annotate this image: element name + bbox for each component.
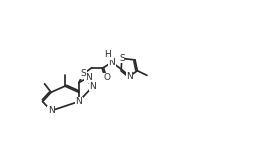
Text: N: N (85, 73, 92, 82)
Text: N: N (126, 72, 133, 81)
Text: S: S (119, 54, 125, 63)
Text: N: N (89, 82, 96, 91)
Text: H: H (104, 50, 111, 59)
Text: S: S (81, 69, 86, 78)
Text: N: N (48, 106, 55, 115)
Text: N: N (75, 97, 82, 106)
Text: O: O (103, 73, 110, 82)
Text: N: N (109, 58, 115, 67)
